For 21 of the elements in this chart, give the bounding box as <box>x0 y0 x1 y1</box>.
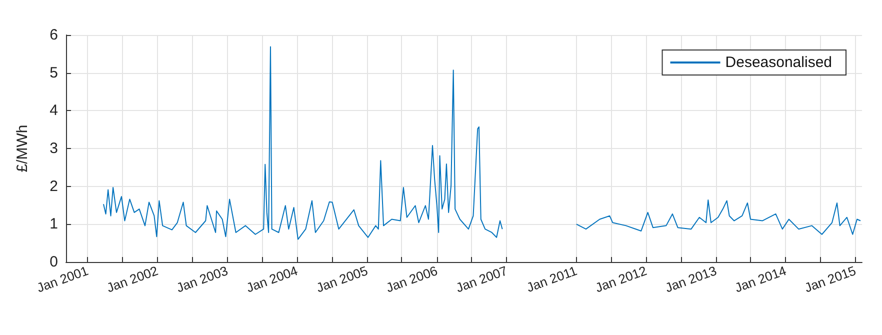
y-tick-label: 1 <box>50 216 58 233</box>
x-tick-label: Jan 2006 <box>384 262 440 296</box>
y-axis-title: £/MWh <box>14 124 31 172</box>
legend-label: Deseasonalised <box>724 54 832 71</box>
y-tick-label: 6 <box>50 26 58 44</box>
x-tick-label: Jan 2005 <box>314 262 370 296</box>
y-tick-label: 3 <box>50 140 58 157</box>
x-tick-label: Jan 2014 <box>732 262 788 296</box>
y-tick-label: 5 <box>50 64 58 82</box>
x-tick-label: Jan 2015 <box>802 262 858 296</box>
y-tick-label: 4 <box>50 102 58 120</box>
x-tick-label: Jan 2013 <box>662 262 718 296</box>
x-tick-label: Jan 2002 <box>104 262 160 296</box>
x-tick-label: Jan 2007 <box>454 262 510 296</box>
x-tick-label: Jan 2004 <box>244 262 300 296</box>
x-tick-label: Jan 2011 <box>524 262 579 296</box>
y-tick-label: 2 <box>50 178 58 195</box>
x-tick-label: Jan 2003 <box>174 262 230 296</box>
line-series <box>102 46 503 240</box>
x-tick-label: Jan 2012 <box>592 262 648 296</box>
y-tick-label: 0 <box>50 254 58 270</box>
